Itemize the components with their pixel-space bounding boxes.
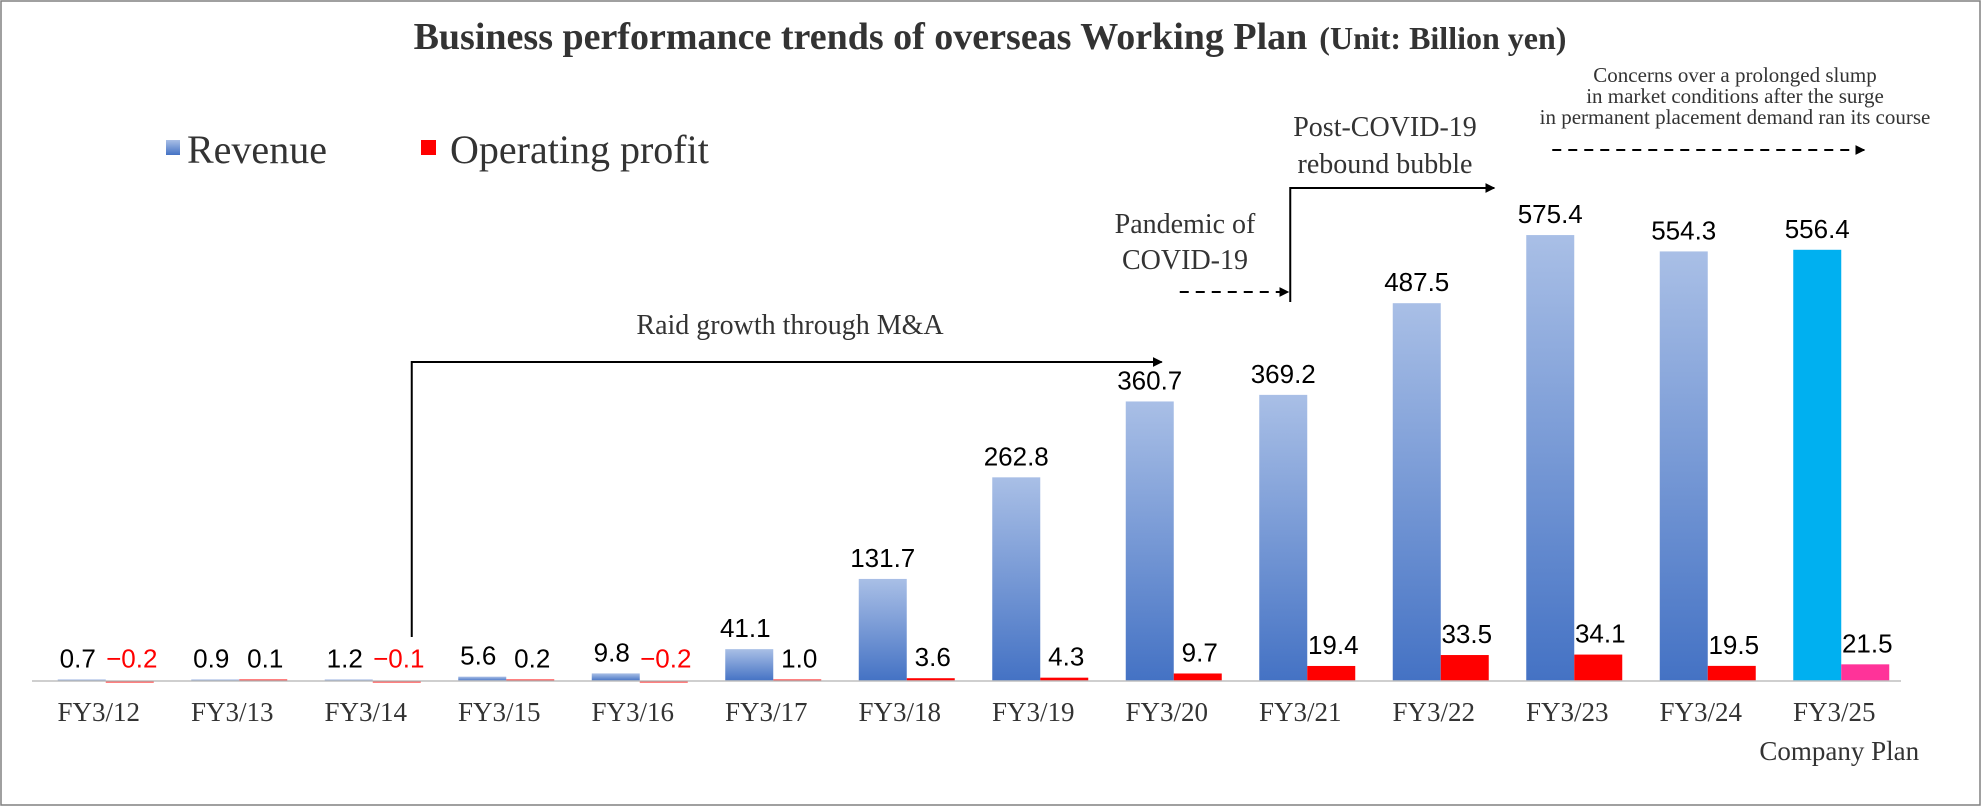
data-label-revenue-fy3-19: 262.8 (984, 441, 1049, 471)
data-label-revenue-fy3-16: 9.8 (594, 637, 630, 667)
legend-swatch-operating-profit (421, 140, 436, 155)
data-label-operating-profit-fy3-20: 9.7 (1182, 637, 1218, 667)
x-tick-sublabel-company-plan: Company Plan (1759, 736, 1919, 766)
x-tick-label-fy3-18: FY3/18 (858, 697, 941, 727)
data-label-operating-profit-fy3-15: 0.2 (514, 644, 550, 674)
x-tick-label-fy3-12: FY3/12 (57, 697, 140, 727)
annotation-arrow-rebound (1289, 183, 1496, 302)
bar-revenue-fy3-23 (1526, 235, 1575, 681)
bar-operating-profit-fy3-23 (1574, 654, 1623, 681)
x-tick-label-fy3-14: FY3/14 (324, 697, 407, 727)
data-label-revenue-fy3-12: 0.7 (60, 644, 96, 674)
data-label-revenue-fy3-24: 554.3 (1651, 215, 1716, 245)
data-label-operating-profit-fy3-18: 3.6 (915, 642, 951, 672)
data-label-operating-profit-fy3-24: 19.5 (1708, 630, 1759, 660)
bar-operating-profit-fy3-25 (1841, 664, 1890, 681)
legend-label-revenue: Revenue (187, 127, 327, 172)
data-label-revenue-fy3-13: 0.9 (193, 644, 229, 674)
chart-title: Business performance trends of overseas … (414, 16, 1567, 58)
bar-operating-profit-fy3-18 (906, 678, 955, 681)
x-tick-label-fy3-22: FY3/22 (1392, 697, 1475, 727)
data-label-operating-profit-fy3-16: −0.2 (640, 644, 691, 674)
data-label-operating-profit-fy3-21: 19.4 (1308, 630, 1359, 660)
data-label-revenue-fy3-18: 131.7 (850, 543, 915, 573)
annotation-text-pandemic-line-2: COVID-19 (1122, 245, 1248, 276)
bar-revenue-fy3-16 (591, 673, 640, 681)
legend: Revenue Operating profit (166, 127, 709, 172)
data-label-revenue-fy3-23: 575.4 (1518, 199, 1583, 229)
data-label-operating-profit-fy3-17: 1.0 (781, 644, 817, 674)
x-tick-label-fy3-20: FY3/20 (1125, 697, 1208, 727)
x-tick-label-fy3-24: FY3/24 (1659, 697, 1742, 727)
data-label-operating-profit-fy3-25: 21.5 (1842, 628, 1893, 658)
annotations: Raid growth through M&A Pandemic of COVID-… (410, 63, 1931, 637)
bars (57, 235, 1890, 683)
x-tick-label-fy3-23: FY3/23 (1526, 697, 1609, 727)
bar-operating-profit-fy3-24 (1707, 665, 1756, 681)
data-label-revenue-fy3-14: 1.2 (327, 644, 363, 674)
annotation-text-concerns-line-1: Concerns over a prolonged slump (1593, 63, 1876, 87)
data-label-revenue-fy3-22: 487.5 (1384, 267, 1449, 297)
x-tick-label-fy3-15: FY3/15 (458, 697, 541, 727)
bar-revenue-fy3-20 (1125, 401, 1174, 681)
bar-revenue-fy3-15 (458, 676, 507, 681)
x-tick-label-fy3-17: FY3/17 (725, 697, 808, 727)
legend-label-operating-profit: Operating profit (450, 127, 709, 172)
x-tick-label-fy3-16: FY3/16 (591, 697, 674, 727)
x-tick-label-fy3-19: FY3/19 (992, 697, 1075, 727)
annotation-text-rebound-line-2: rebound bubble (1298, 149, 1473, 180)
data-label-revenue-fy3-17: 41.1 (720, 613, 771, 643)
legend-item-revenue: Revenue (166, 127, 327, 172)
data-label-operating-profit-fy3-13: 0.1 (247, 644, 283, 674)
x-axis-tick-labels: FY3/12 FY3/13 FY3/14 FY3/15 FY3/16 FY3/17 FY3/… (57, 697, 1919, 766)
data-labels: 0.7 −0.2 0.9 0.1 1.2 −0.1 5.6 0.2 9.8 −0.2 41.1 1.0… (60, 199, 1893, 673)
data-label-operating-profit-fy3-14: −0.1 (373, 644, 424, 674)
bar-revenue-fy3-22 (1392, 303, 1441, 681)
data-label-operating-profit-fy3-19: 4.3 (1048, 642, 1084, 672)
data-label-revenue-fy3-21: 369.2 (1251, 359, 1316, 389)
annotation-text-pandemic-line-1: Pandemic of (1115, 209, 1256, 240)
bar-revenue-fy3-19 (992, 477, 1041, 681)
chart-title-main: Business performance trends of overseas … (414, 16, 1308, 58)
annotation-text-concerns-line-2: in market conditions after the surge (1586, 84, 1884, 108)
x-tick-label-fy3-13: FY3/13 (191, 697, 274, 727)
bar-operating-profit-fy3-20 (1173, 673, 1222, 681)
bar-revenue-fy3-24 (1659, 251, 1708, 682)
x-tick-label-fy3-25: FY3/25 (1793, 697, 1876, 727)
annotation-text-rebound-line-1: Post-COVID-19 (1293, 112, 1477, 143)
bar-revenue-fy3-17 (725, 649, 774, 681)
data-label-operating-profit-fy3-22: 33.5 (1441, 619, 1492, 649)
bar-operating-profit-fy3-21 (1307, 665, 1356, 681)
annotation-text-ma-growth-line-1: Raid growth through M&A (636, 310, 944, 341)
annotation-text-concerns-line-3: in permanent placement demand ran its co… (1540, 105, 1931, 129)
data-label-revenue-fy3-20: 360.7 (1117, 365, 1182, 395)
data-label-operating-profit-fy3-23: 34.1 (1575, 619, 1626, 649)
bar-operating-profit-fy3-22 (1440, 655, 1489, 681)
annotation-arrow-ma-growth (410, 357, 1163, 637)
bar-revenue-fy3-21 (1259, 394, 1308, 681)
bar-revenue-fy3-25 (1793, 249, 1842, 682)
chart-title-unit: (Unit: Billion yen) (1319, 20, 1566, 56)
bar-revenue-fy3-18 (858, 578, 907, 681)
data-label-revenue-fy3-25: 556.4 (1785, 214, 1850, 244)
legend-swatch-revenue (166, 140, 180, 155)
data-label-operating-profit-fy3-12: −0.2 (106, 644, 157, 674)
x-tick-label-fy3-21: FY3/21 (1259, 697, 1342, 727)
legend-item-operating-profit: Operating profit (421, 127, 709, 172)
data-label-revenue-fy3-15: 5.6 (460, 641, 496, 671)
bar-operating-profit-fy3-19 (1040, 677, 1089, 681)
